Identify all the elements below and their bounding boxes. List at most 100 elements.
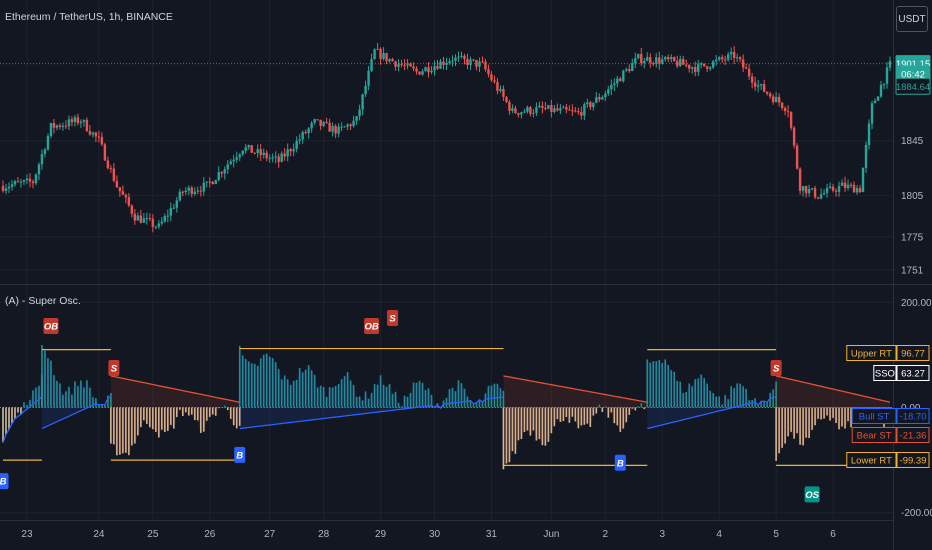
candle-body [25,178,29,181]
candle-body [511,108,514,111]
candle-body [106,160,110,169]
candle-body [61,125,65,127]
candle-body [822,193,826,195]
currency-button[interactable]: USDT [896,6,928,32]
series-name-text: Bull ST [859,412,890,423]
candle-body [355,116,358,121]
candle-body [607,89,610,94]
series-value-text: -18.70 [900,412,927,423]
candle-body [523,111,526,113]
series-value-box [896,345,930,361]
candle-body [723,59,727,61]
candle-body [148,218,152,220]
signal-marker-box [364,317,380,334]
series-name-text: Bear ST [857,431,892,442]
symbol-title: Ethereum / TetherUS, 1h, BINANCE [5,11,173,23]
candle-body [807,189,811,194]
bear-st-line [110,375,240,403]
candle-body [175,200,179,208]
candle-body [67,119,71,127]
candle-body [166,215,170,217]
signal-marker-box [804,486,820,503]
candle-body [640,53,643,64]
indicator-title[interactable]: (A) - Super Osc. [5,295,81,307]
candle-body [655,57,658,64]
candle-body [798,168,802,191]
candle-body [855,188,859,193]
candle-body [735,57,739,59]
time-tick-label: 24 [93,529,105,540]
candle-body [562,107,565,109]
candle-body [703,63,706,67]
series-value-box [896,408,930,424]
candle-body [151,218,155,227]
candle-body [28,178,32,182]
candle-body [661,59,664,64]
time-tick-label: 29 [375,529,387,540]
candle-body [744,67,748,69]
candle-body [550,105,553,113]
candle-body [700,63,703,65]
candle-body [789,112,793,128]
candle-body [145,218,149,220]
candle-body [565,107,568,110]
signal-marker-label: OS [805,490,819,501]
osc-tick-label: 200.00 [901,298,932,309]
candle-body [118,187,122,192]
candle-body [810,188,814,190]
candle-body [142,218,146,223]
candle-body [691,67,694,69]
candle-body [706,66,709,69]
series-name-text: Upper RT [851,349,892,360]
candle-body [709,67,712,69]
candle-body [442,61,445,65]
candle-body [196,190,199,192]
candle-body [673,57,676,61]
candle-body [726,54,730,60]
candle-body [187,187,190,191]
signal-marker: OB [364,317,380,334]
series-value-box [896,427,930,443]
candle-body [750,76,754,83]
candle-body [115,180,119,188]
candle-body [604,93,607,98]
price-tick-label: 1805 [901,191,924,202]
candle-body [169,208,173,216]
candle-body [813,188,817,198]
time-tick-label: 23 [21,529,33,540]
candle-body [184,190,187,193]
candle-body [828,186,832,189]
candle-body [783,107,787,112]
candle-body [268,157,271,159]
signal-marker: B [0,473,9,490]
candle-body [433,66,436,71]
candle-body [316,119,319,121]
candle-body [499,88,502,91]
candle-body [445,63,448,65]
candle-body [211,181,214,185]
time-tick-label: 5 [773,529,779,540]
candle-body [741,59,745,68]
signal-marker-label: S [773,364,780,375]
candle-body [238,154,241,158]
candle-body [139,215,143,223]
candle-body [202,182,205,192]
candle-body [397,64,400,67]
candle-body [181,191,184,193]
signal-marker-box [43,317,59,334]
candle-body [91,132,95,135]
candle-body [16,181,20,183]
candle-body [670,57,673,60]
candle-body [235,157,238,160]
price-label-box [895,77,931,95]
candle-body [58,125,62,127]
candle-body [466,59,469,65]
price-tick-label: 1751 [901,265,924,276]
candle-body [424,67,427,72]
candle-body [325,122,328,124]
candle-body [427,67,430,73]
axis-labels: 1751177518051845200.000.00-200.002324252… [21,55,932,540]
candle-body [460,55,463,57]
candle-body [613,83,616,85]
